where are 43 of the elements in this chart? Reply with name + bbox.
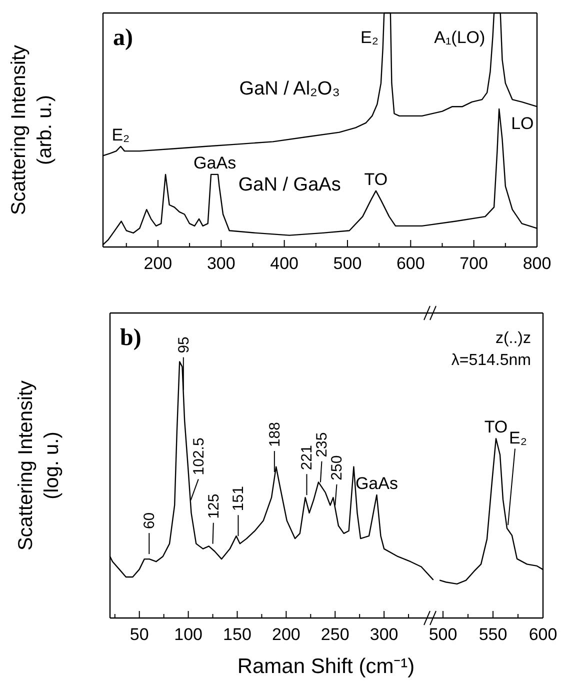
x-tick-label: 250 — [320, 625, 350, 644]
annotation: E₂ — [360, 28, 378, 47]
x-tick-label: 700 — [460, 254, 488, 273]
annotation: 188 — [266, 422, 284, 448]
x-tick-label: 500 — [428, 625, 458, 644]
text: a) — [113, 25, 133, 51]
annotation: 235 — [314, 432, 331, 458]
text: λ=514.5nm — [451, 352, 531, 369]
x-tick-label: 200 — [144, 254, 172, 273]
x-tick-label: 150 — [223, 625, 252, 644]
annotation: 102.5 — [190, 438, 208, 476]
annotation: 125 — [205, 494, 222, 519]
series-label: GaN / Al₂O₃ — [239, 78, 340, 100]
annotation: GaAs — [355, 474, 398, 493]
annotation: E₂ — [112, 125, 130, 144]
annotation: TO — [484, 418, 508, 437]
annotation: 95 — [175, 336, 192, 354]
chart-title: b) — [120, 325, 142, 351]
x-tick-label: 200 — [272, 625, 300, 644]
x-tick-label: 100 — [174, 625, 202, 644]
x-tick-label: 800 — [522, 254, 552, 273]
annotation: 221 — [298, 445, 316, 470]
annotation: TO — [364, 170, 388, 189]
x-tick-label: 300 — [206, 254, 236, 273]
x-tick-label: 500 — [333, 254, 362, 273]
text: z(..)z — [495, 330, 531, 347]
x-tick-label: 600 — [396, 254, 425, 273]
annotation: 60 — [141, 512, 158, 530]
annotation: E₂ — [509, 428, 527, 448]
y-axis-title: Scattering Intensity (arb. u.) — [8, 44, 56, 216]
x-axis-title: Raman Shift (cm⁻¹) — [237, 655, 415, 678]
x-tick-label: 50 — [130, 625, 149, 644]
annotation: 250 — [328, 455, 346, 480]
annotation: 151 — [230, 486, 248, 512]
x-tick-label: 600 — [528, 625, 558, 644]
annotation: A₁(LO) — [434, 28, 486, 47]
y-axis-title: Scattering Intensity (log. u.) — [15, 380, 63, 551]
x-tick-label: 300 — [370, 625, 398, 644]
annotation: GaAs — [194, 153, 236, 172]
annotation: LO — [511, 114, 534, 133]
x-tick-label: 400 — [270, 254, 298, 273]
series-label: GaN / GaAs — [238, 174, 341, 196]
x-tick-label: 550 — [478, 625, 508, 644]
